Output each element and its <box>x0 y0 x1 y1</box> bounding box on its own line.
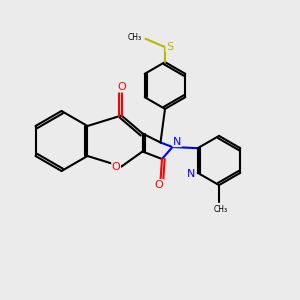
Text: CH₃: CH₃ <box>128 33 142 42</box>
Text: N: N <box>187 169 195 179</box>
Text: O: O <box>154 179 164 190</box>
Text: O: O <box>117 82 126 92</box>
Text: N: N <box>173 136 181 147</box>
Text: S: S <box>166 41 173 52</box>
Text: CH₃: CH₃ <box>213 205 228 214</box>
Text: O: O <box>112 161 121 172</box>
